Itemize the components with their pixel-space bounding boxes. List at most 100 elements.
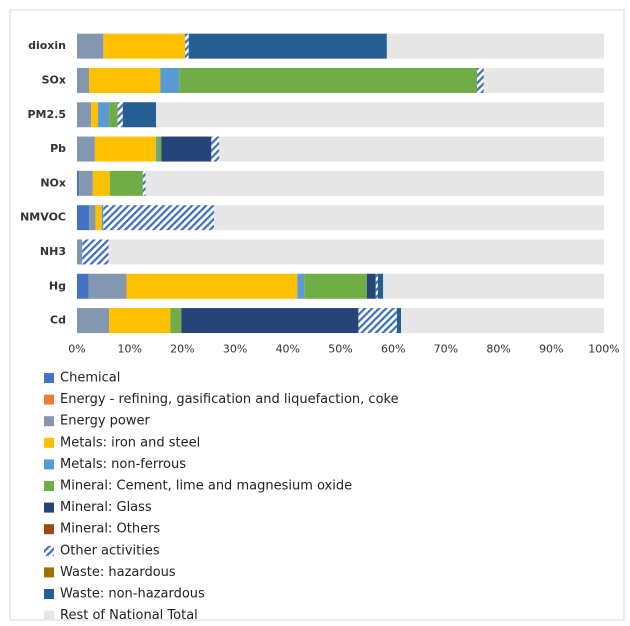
bar-segment xyxy=(94,136,157,162)
legend-swatch xyxy=(44,589,54,599)
bar-segment xyxy=(109,308,171,334)
bar-segment xyxy=(91,102,99,128)
legend-label: Energy - refining, gasification and liqu… xyxy=(60,392,399,407)
x-tick-label: 70% xyxy=(434,343,458,356)
bar-segment xyxy=(304,273,367,299)
y-tick-label: Cd xyxy=(50,314,66,327)
bar-segment xyxy=(77,33,104,59)
bar-segment xyxy=(98,102,110,128)
legend-swatch xyxy=(44,416,54,427)
x-tick-label: 0% xyxy=(68,343,85,356)
bar-segment xyxy=(77,136,95,162)
bar-segment xyxy=(214,205,604,231)
bar-segment xyxy=(366,273,376,299)
x-tick-label: 40% xyxy=(276,343,300,356)
bar-segment xyxy=(358,308,397,334)
bar-segment xyxy=(185,33,189,59)
bar-segment xyxy=(179,67,477,93)
legend-label: Chemical xyxy=(60,371,120,386)
x-tick-label: 10% xyxy=(117,343,141,356)
bar-segment xyxy=(145,170,604,196)
legend-swatch xyxy=(44,502,54,513)
x-tick-label: 100% xyxy=(588,343,619,356)
bar-segment xyxy=(89,67,161,93)
bar-segment xyxy=(161,136,212,162)
legend-swatch xyxy=(44,567,54,578)
bar-segment xyxy=(77,205,90,231)
bar-segment xyxy=(77,273,89,299)
legend-swatch xyxy=(44,524,54,535)
bar-segment xyxy=(103,33,186,59)
bar-segment xyxy=(386,33,604,59)
bar-segment xyxy=(109,102,118,128)
y-tick-label: NH3 xyxy=(40,245,66,258)
bar-segment xyxy=(142,170,146,196)
bar-segment xyxy=(297,273,305,299)
bar-segment xyxy=(126,273,298,299)
x-tick-label: 50% xyxy=(328,343,352,356)
y-tick-label: SOx xyxy=(42,73,66,86)
y-tick-label: Hg xyxy=(49,279,66,292)
x-tick-label: 30% xyxy=(223,343,247,356)
legend-label: Rest of National Total xyxy=(60,608,198,623)
bar-segment xyxy=(375,273,378,299)
bar-segment xyxy=(122,102,157,128)
legend-label: Waste: non-hazardous xyxy=(60,587,205,602)
bar-segment xyxy=(101,205,104,231)
bar-segment xyxy=(82,239,109,265)
bar-segment xyxy=(401,308,604,334)
legend-swatch xyxy=(44,610,54,621)
bar-segment xyxy=(77,67,90,93)
bar-segment xyxy=(219,136,605,162)
legend-label: Mineral: Glass xyxy=(60,500,152,515)
bar-segment xyxy=(396,308,402,334)
bar-segment xyxy=(92,170,110,196)
legend-label: Other activities xyxy=(60,543,160,558)
legend-swatch xyxy=(44,373,54,383)
bar-segment xyxy=(483,67,604,93)
bar-segment xyxy=(77,239,83,265)
legend-swatch xyxy=(44,394,54,405)
bar-segment xyxy=(157,136,162,162)
bar-segment xyxy=(181,308,359,334)
legend-swatch xyxy=(44,545,54,556)
bar-segment xyxy=(77,170,80,196)
legend-swatch xyxy=(44,459,54,470)
y-tick-label: PM2.5 xyxy=(28,108,67,121)
y-tick-label: dioxin xyxy=(28,39,66,52)
y-tick-label: NMVOC xyxy=(20,211,66,224)
x-tick-label: 60% xyxy=(381,343,405,356)
bar-segment xyxy=(89,205,96,231)
legend-label: Mineral: Others xyxy=(60,522,160,537)
legend-label: Energy power xyxy=(60,414,150,429)
x-tick-label: 90% xyxy=(539,343,563,356)
bar-segment xyxy=(103,205,215,231)
y-tick-label: NOx xyxy=(40,176,66,189)
bar-segment xyxy=(383,273,604,299)
bar-segment xyxy=(476,67,484,93)
legend-swatch xyxy=(44,481,54,491)
bar-segment xyxy=(79,170,93,196)
bar-segment xyxy=(170,308,182,334)
legend-swatch xyxy=(44,437,54,448)
bar-segment xyxy=(211,136,220,162)
bar-segment xyxy=(188,33,387,59)
bar-segment xyxy=(117,102,123,128)
bar-segment xyxy=(95,205,102,231)
x-tick-label: 80% xyxy=(486,343,510,356)
legend-label: Metals: iron and steel xyxy=(60,435,200,450)
legend-label: Mineral: Cement, lime and magnesium oxid… xyxy=(60,479,352,494)
bar-segment xyxy=(156,136,158,162)
bar-segment xyxy=(156,102,605,128)
y-tick-label: Pb xyxy=(50,142,66,155)
bar-segment xyxy=(88,273,127,299)
bar-segment xyxy=(160,67,180,93)
bar-segment xyxy=(109,170,143,196)
bar-segment xyxy=(108,239,605,265)
x-tick-label: 20% xyxy=(170,343,194,356)
bar-segment xyxy=(77,308,110,334)
legend-label: Metals: non-ferrous xyxy=(60,457,186,472)
bar-segment xyxy=(377,273,384,299)
